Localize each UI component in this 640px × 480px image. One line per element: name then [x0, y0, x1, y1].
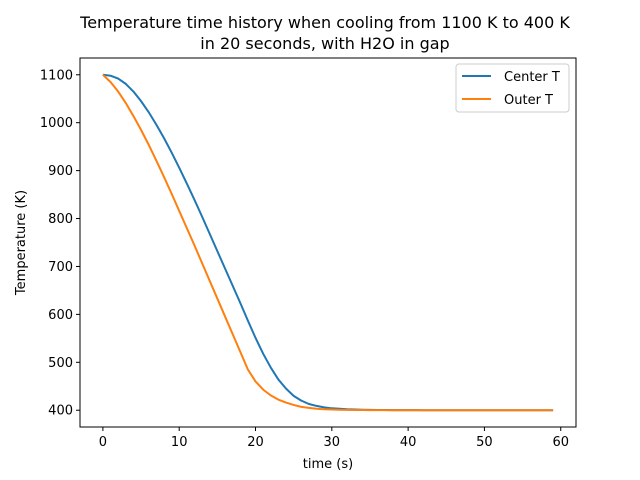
series-layer: [102, 73, 554, 412]
y-axis-label: Temperature (K): [14, 190, 29, 296]
x-tick-label: 0: [99, 435, 107, 450]
x-axis-label: time (s): [303, 457, 353, 472]
x-ticks: 0 10 20 30 40 50 60: [99, 427, 569, 450]
chart-title-line2: in 20 seconds, with H2O in gap: [200, 34, 449, 53]
y-tick-label: 500: [48, 356, 73, 371]
y-tick-label: 400: [48, 404, 73, 419]
legend: Center T Outer T: [455, 63, 570, 113]
y-tick-label: 800: [48, 212, 73, 227]
axes-frame: [79, 57, 577, 428]
chart-title-line1: Temperature time history when cooling fr…: [79, 13, 570, 32]
y-ticks: 400 500 600 700 800 900 1000 1100: [40, 68, 80, 419]
y-tick-label: 900: [48, 164, 73, 179]
x-tick-label: 10: [171, 435, 188, 450]
x-tick-label: 40: [400, 435, 417, 450]
legend-label-outer-t: Outer T: [504, 93, 553, 108]
x-tick-label: 50: [476, 435, 493, 450]
x-tick-label: 30: [324, 435, 341, 450]
plot-area: 0 10 20 30 40 50 60 400 500 600 700 800 900 1000 1100: [40, 57, 577, 450]
y-tick-label: 700: [48, 260, 73, 275]
y-tick-label: 1100: [40, 68, 73, 83]
y-tick-label: 1000: [40, 116, 73, 131]
legend-label-center-t: Center T: [504, 70, 560, 85]
x-tick-label: 60: [552, 435, 569, 450]
y-tick-label: 600: [48, 308, 73, 323]
series-line-outer-t: [102, 74, 554, 412]
x-tick-label: 20: [247, 435, 264, 450]
